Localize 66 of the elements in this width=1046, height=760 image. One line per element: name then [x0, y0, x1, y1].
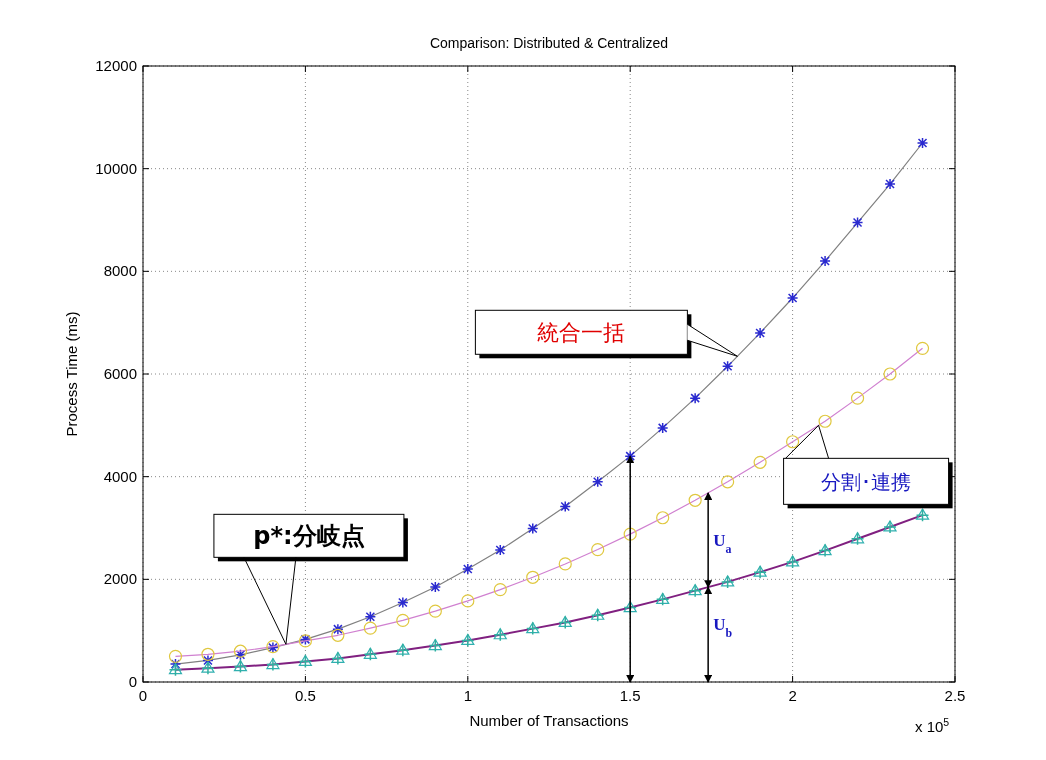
y-tick-label: 12000: [95, 57, 137, 74]
point: [850, 391, 865, 405]
point: [429, 581, 442, 593]
x-tick-label: 1.5: [619, 687, 641, 704]
y-tick-label: 10000: [95, 159, 137, 177]
x-tick-label: 0: [138, 687, 148, 704]
y-tick-label: 6000: [103, 365, 137, 382]
point: [656, 422, 669, 434]
point: [332, 623, 344, 635]
point: [527, 522, 539, 535]
point: [818, 414, 832, 428]
point: [721, 475, 735, 489]
point: [754, 327, 766, 339]
point: [461, 594, 475, 608]
y-tick-label: 4000: [103, 467, 137, 485]
point: [494, 544, 507, 556]
point: [786, 435, 800, 449]
point: [819, 255, 831, 267]
point: [591, 542, 605, 557]
annotation: p*:分岐点: [253, 522, 365, 551]
text: x 10$^{5}$: [915, 716, 950, 735]
y-axis-title: Process Time (ms): [63, 311, 80, 437]
point: [591, 476, 604, 488]
point: [364, 611, 377, 623]
x-tick-label: 2: [788, 687, 797, 704]
chart-title: Comparison: Distributed & Centralized: [429, 35, 669, 51]
point: [624, 450, 636, 462]
x-tick-label: 2.5: [944, 687, 966, 704]
point: [234, 649, 247, 661]
point: [202, 654, 214, 667]
point: [428, 604, 442, 618]
point: [396, 613, 410, 627]
annotation: 統合一括: [537, 320, 626, 346]
point: [201, 647, 215, 661]
point: [656, 511, 670, 525]
point: [233, 644, 248, 658]
point: [168, 649, 183, 663]
y-tick-label: 2000: [103, 570, 137, 588]
x-tick-label: 0.5: [294, 687, 316, 704]
point: [397, 596, 409, 609]
y-tick-label: 0: [128, 673, 137, 690]
point: [526, 570, 540, 584]
point: [851, 216, 864, 229]
point: [559, 500, 571, 513]
point: [883, 367, 897, 381]
annotation: U$_{a}$: [713, 531, 732, 557]
point: [688, 493, 702, 507]
point: [169, 658, 182, 670]
x-axis-title: Number of Transactions: [469, 712, 629, 729]
point: [462, 563, 474, 575]
point: [493, 583, 507, 597]
annotation: 分割･連携: [821, 469, 912, 494]
point: [363, 621, 377, 635]
point: [916, 137, 929, 149]
point: [915, 341, 930, 355]
annotation: U$_{b}$: [713, 615, 733, 641]
x-tick-label: 1: [463, 687, 472, 704]
y-tick-label: 8000: [103, 262, 137, 280]
point: [721, 360, 734, 373]
point: [689, 392, 701, 404]
point: [786, 292, 799, 304]
point: [623, 527, 637, 541]
point: [753, 455, 767, 469]
point: [558, 557, 572, 571]
point: [884, 178, 896, 190]
point: [331, 628, 345, 642]
